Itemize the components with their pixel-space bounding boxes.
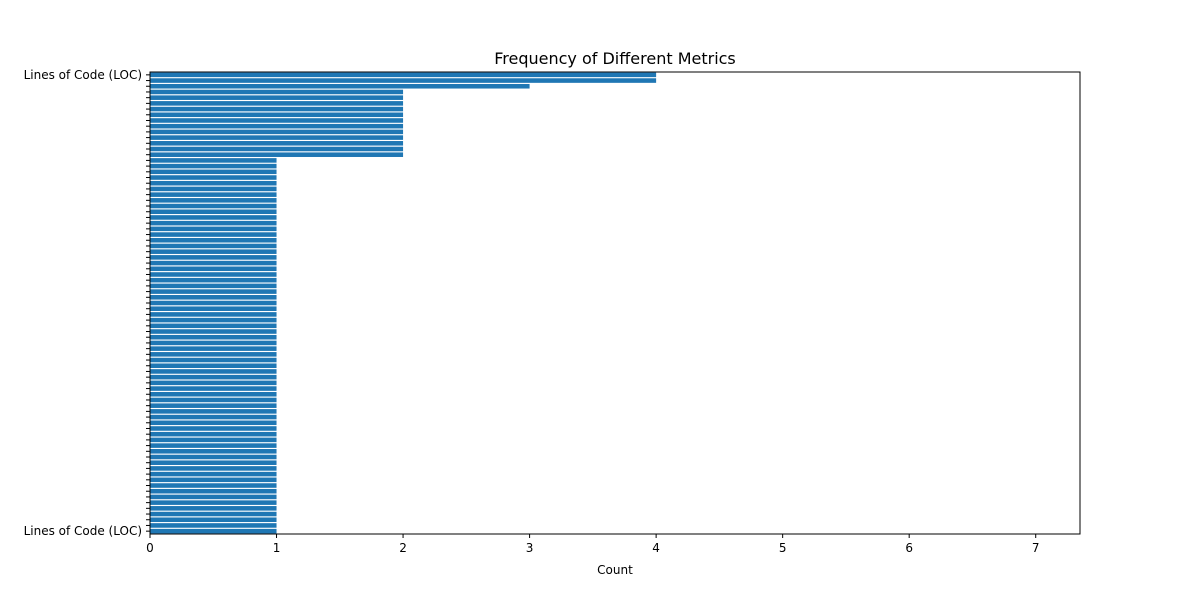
bar-36 — [150, 277, 277, 283]
bar-62 — [150, 426, 277, 431]
bar-58 — [150, 403, 277, 408]
bar-2 — [150, 83, 530, 89]
bar-51 — [150, 363, 277, 369]
bar-24 — [150, 209, 277, 215]
bar-23 — [150, 203, 277, 209]
bar-12 — [150, 141, 404, 146]
bar-34 — [150, 266, 277, 272]
bar-33 — [150, 260, 277, 266]
bar-14 — [150, 152, 404, 157]
bar-35 — [150, 272, 277, 277]
bar-42 — [150, 312, 277, 317]
bar-18 — [150, 175, 277, 180]
bar-19 — [150, 180, 277, 186]
bar-80 — [150, 528, 277, 534]
bar-11 — [150, 135, 404, 140]
x-tick-label-5: 5 — [779, 541, 787, 555]
bar-29 — [150, 237, 277, 243]
bar-20 — [150, 186, 277, 192]
bar-68 — [150, 460, 277, 465]
bar-17 — [150, 169, 277, 175]
bar-75 — [150, 500, 277, 505]
bar-67 — [150, 454, 277, 460]
bar-46 — [150, 334, 277, 340]
bar-53 — [150, 374, 277, 380]
bar-16 — [150, 163, 277, 169]
bar-70 — [150, 471, 277, 477]
bar-56 — [150, 391, 277, 397]
bar-27 — [150, 226, 277, 232]
bar-38 — [150, 289, 277, 294]
bar-21 — [150, 192, 277, 197]
bar-25 — [150, 215, 277, 220]
bar-6 — [150, 106, 404, 112]
bar-39 — [150, 295, 277, 300]
bar-26 — [150, 220, 277, 226]
bar-60 — [150, 414, 277, 420]
bar-66 — [150, 449, 277, 454]
x-tick-label-4: 4 — [652, 541, 660, 555]
bars-group — [150, 72, 657, 534]
bar-45 — [150, 329, 277, 334]
bar-69 — [150, 466, 277, 471]
bar-52 — [150, 369, 277, 374]
category-labels-group: Lines of Code (LOC) Lines of Code (LOC) — [24, 68, 150, 538]
bar-41 — [150, 306, 277, 311]
x-axis-label: Count — [597, 563, 633, 577]
bar-54 — [150, 380, 277, 386]
bar-44 — [150, 323, 277, 329]
bar-49 — [150, 352, 277, 357]
x-axis-ticks: 0 1 2 3 4 5 6 7 — [146, 534, 1040, 555]
x-tick-label-7: 7 — [1032, 541, 1040, 555]
bar-5 — [150, 101, 404, 106]
bar-47 — [150, 340, 277, 346]
bar-7 — [150, 112, 404, 118]
bar-28 — [150, 232, 277, 237]
x-tick-label-2: 2 — [399, 541, 407, 555]
bar-40 — [150, 300, 277, 306]
bar-13 — [150, 146, 404, 152]
bar-63 — [150, 431, 277, 437]
bar-77 — [150, 511, 277, 517]
bar-10 — [150, 129, 404, 135]
chart-title: Frequency of Different Metrics — [494, 49, 736, 68]
bar-3 — [150, 89, 404, 95]
category-label-80: Lines of Code (LOC) — [24, 524, 142, 538]
bar-48 — [150, 346, 277, 351]
x-tick-label-6: 6 — [905, 541, 913, 555]
bar-72 — [150, 483, 277, 488]
bar-76 — [150, 506, 277, 511]
bar-73 — [150, 488, 277, 494]
x-tick-label-3: 3 — [526, 541, 534, 555]
bar-0 — [150, 72, 657, 78]
bar-74 — [150, 494, 277, 500]
x-tick-label-1: 1 — [273, 541, 281, 555]
bar-64 — [150, 437, 277, 443]
category-label-0: Lines of Code (LOC) — [24, 68, 142, 82]
bar-32 — [150, 255, 277, 260]
bar-50 — [150, 357, 277, 363]
bar-22 — [150, 198, 277, 203]
bar-55 — [150, 386, 277, 391]
bar-59 — [150, 409, 277, 414]
bar-4 — [150, 95, 404, 100]
bar-71 — [150, 477, 277, 483]
bar-79 — [150, 523, 277, 528]
bar-8 — [150, 118, 404, 123]
bar-30 — [150, 243, 277, 249]
bar-43 — [150, 317, 277, 323]
bar-37 — [150, 283, 277, 289]
bar-1 — [150, 78, 657, 83]
bar-78 — [150, 517, 277, 523]
bar-15 — [150, 158, 277, 163]
bar-61 — [150, 420, 277, 426]
bar-57 — [150, 397, 277, 403]
x-tick-label-0: 0 — [146, 541, 154, 555]
plot-frame — [149, 71, 1081, 535]
bar-31 — [150, 249, 277, 254]
bar-9 — [150, 123, 404, 129]
bar-65 — [150, 443, 277, 448]
